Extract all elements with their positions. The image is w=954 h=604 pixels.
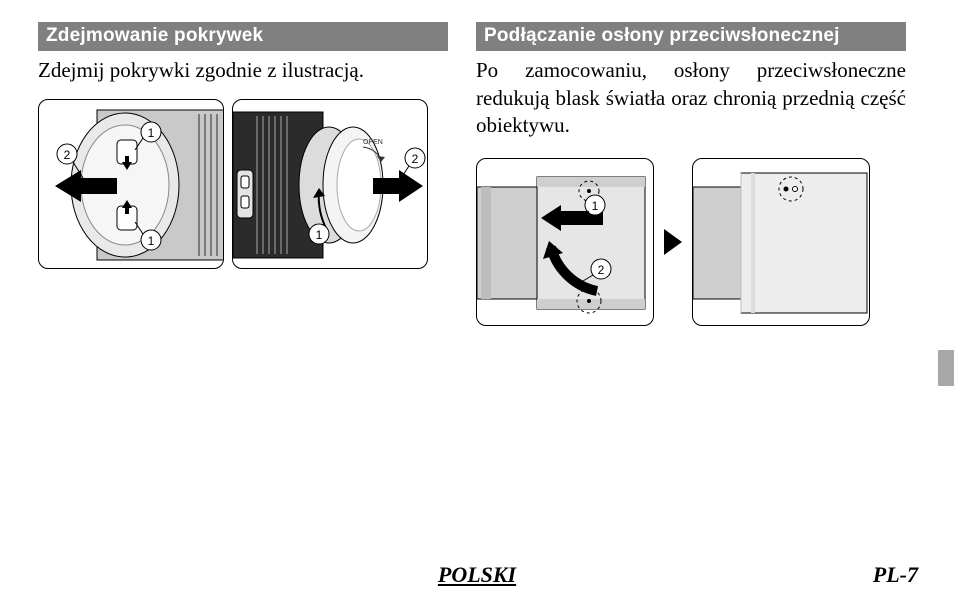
side-tab — [938, 350, 954, 386]
callout-1b: 1 — [148, 234, 155, 248]
left-illustration-row: 1 1 2 — [38, 99, 448, 269]
sequence-arrow-icon — [662, 227, 684, 257]
footer-language: POLSKI — [438, 562, 516, 588]
right-illus-hood-attach: 1 2 — [476, 158, 654, 326]
callout-2a: 2 — [64, 148, 71, 162]
right-body-text: Po zamocowaniu, osłony przeciwsłoneczne … — [476, 57, 906, 140]
hood-locked-svg — [693, 159, 870, 326]
hood-attach-svg: 1 2 — [477, 159, 654, 326]
right-illustration-row: 1 2 — [476, 158, 906, 326]
page: Zdejmowanie pokrywek Zdejmij pokrywki zg… — [0, 0, 954, 604]
right-column: Podłączanie osłony przeciwsłonecznej Po … — [476, 22, 906, 326]
callout-1c: 1 — [316, 228, 323, 242]
callout-1a: 1 — [148, 126, 155, 140]
footer: POLSKI PL-7 — [0, 562, 954, 592]
right-illus-hood-locked — [692, 158, 870, 326]
left-column: Zdejmowanie pokrywek Zdejmij pokrywki zg… — [38, 22, 448, 269]
left-illus-rear-cap: OPEN 1 2 — [232, 99, 428, 269]
front-cap-svg: 1 1 2 — [39, 100, 224, 269]
callout-2b: 2 — [412, 152, 419, 166]
left-illus-front-cap: 1 1 2 — [38, 99, 224, 269]
callout-r1: 1 — [592, 199, 599, 213]
open-mark: OPEN — [363, 139, 383, 146]
rear-cap-svg: OPEN 1 2 — [233, 100, 428, 269]
left-body-text: Zdejmij pokrywki zgodnie z ilustracją. — [38, 57, 448, 85]
right-heading: Podłączanie osłony przeciwsłonecznej — [476, 22, 906, 51]
callout-r2: 2 — [598, 263, 605, 277]
left-heading: Zdejmowanie pokrywek — [38, 22, 448, 51]
footer-page-number: PL-7 — [873, 562, 918, 588]
